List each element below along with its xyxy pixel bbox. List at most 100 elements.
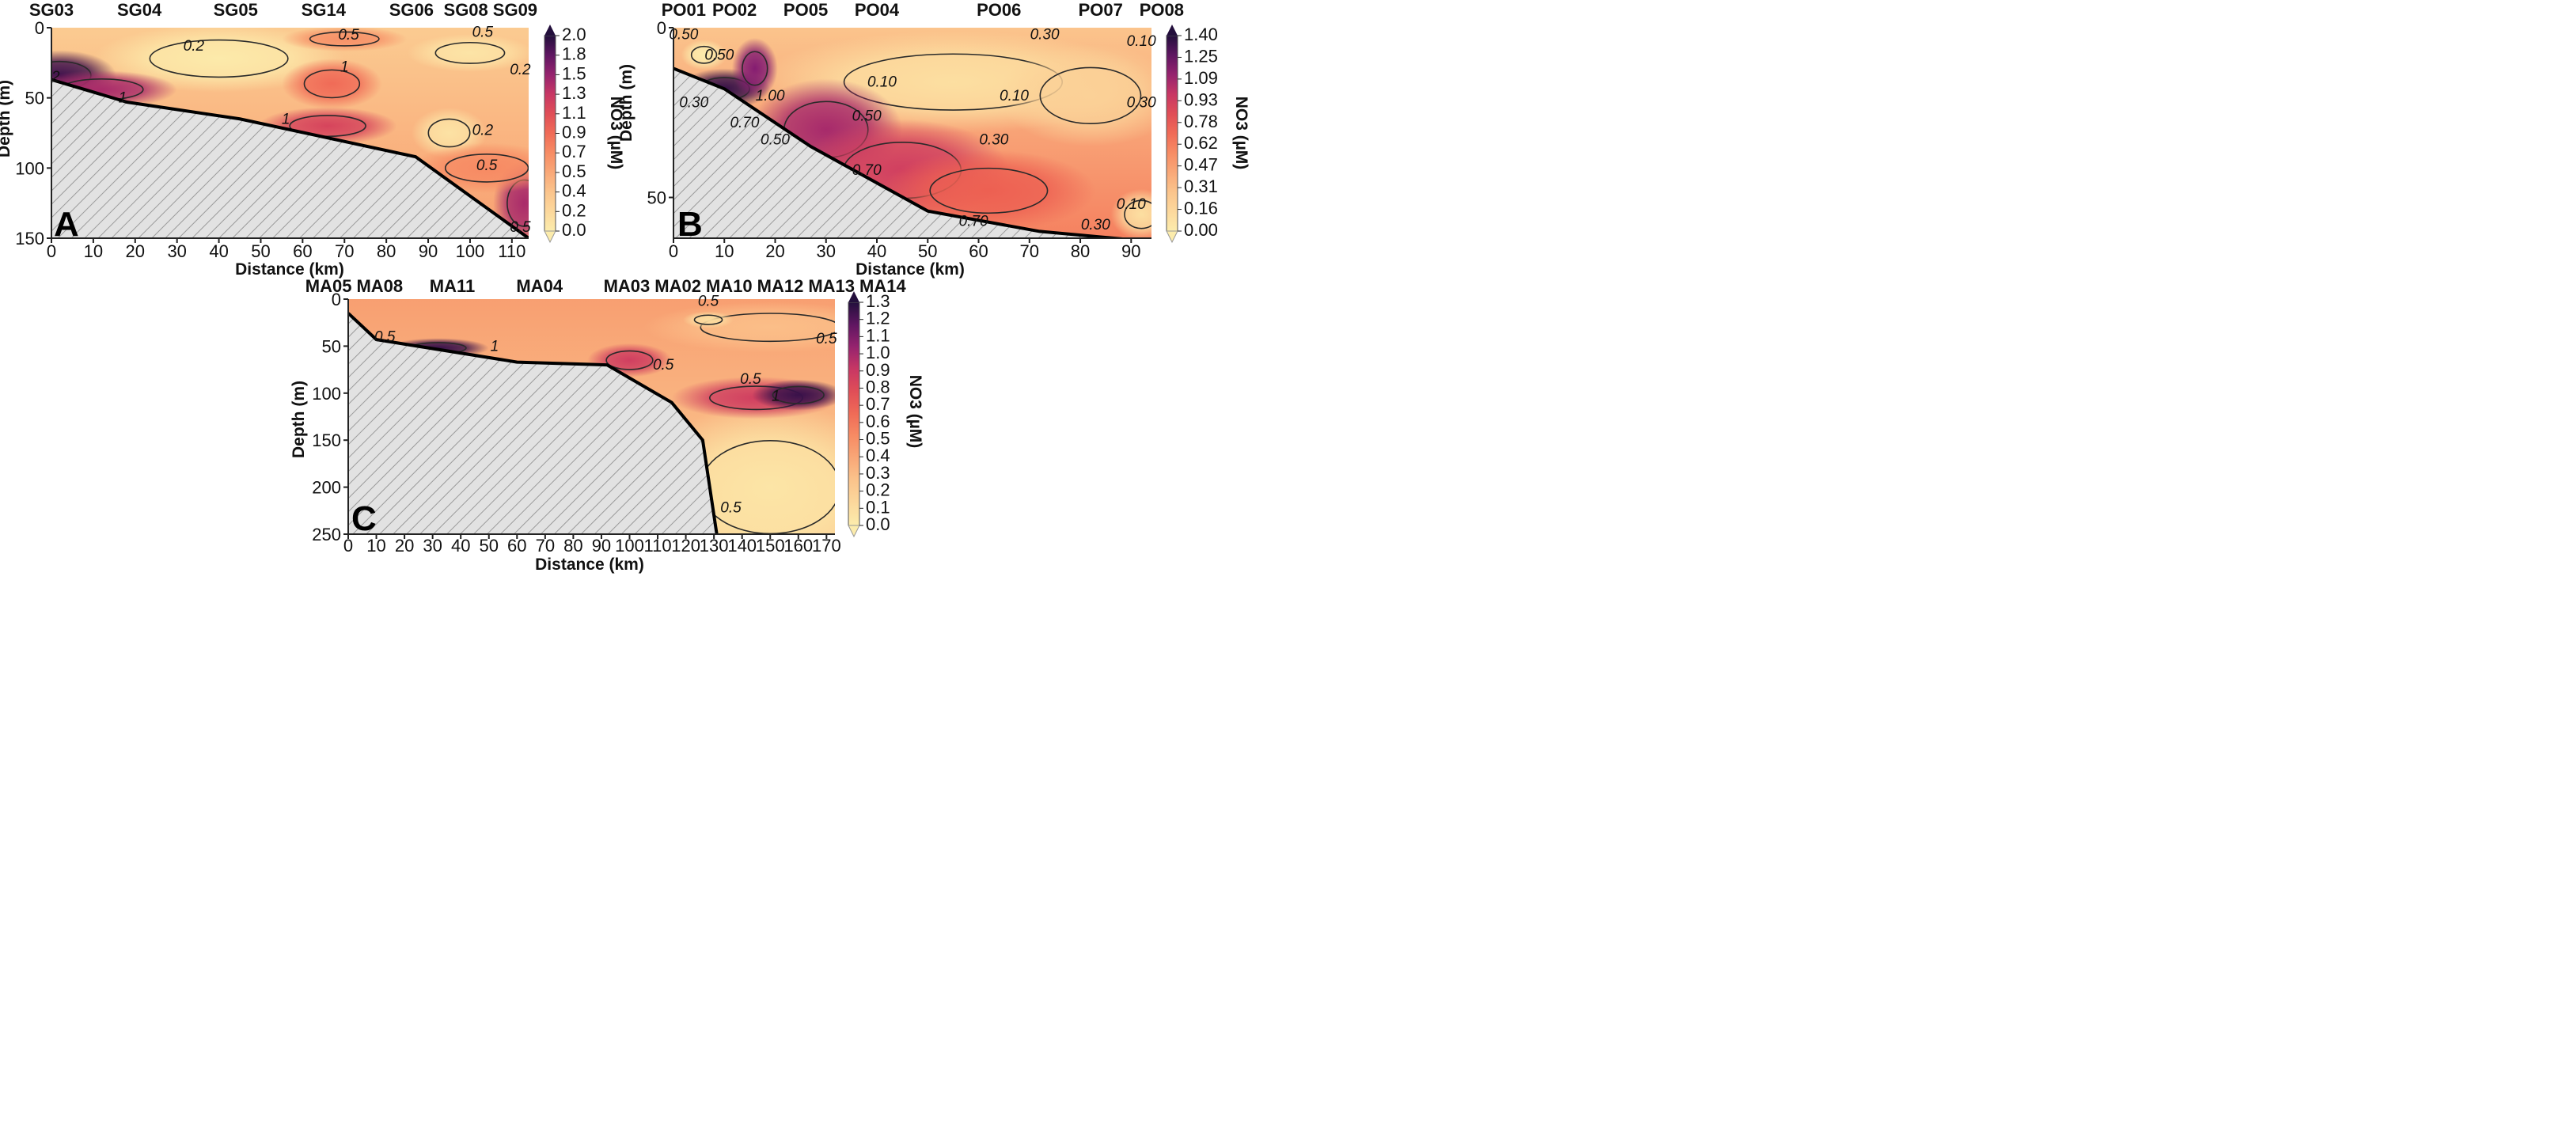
colorbar-tick-label: 1.1 xyxy=(562,103,586,123)
contour-label: 0.2 xyxy=(184,38,205,55)
contour-label: 0.50 xyxy=(704,47,734,63)
colorbar-tick-label: 1.2 xyxy=(866,309,890,328)
colorbar-label: NO3 (µM) xyxy=(1232,97,1250,170)
colorbar-tick-label: 0.1 xyxy=(866,497,890,517)
x-tick-label: 20 xyxy=(395,536,414,556)
contour-label: 0.5 xyxy=(816,331,837,347)
contour-label: 0.50 xyxy=(852,108,882,125)
colorbar-tick-label: 0.9 xyxy=(562,123,586,142)
x-tick-label: 90 xyxy=(419,241,438,261)
contour-label: 0.2 xyxy=(510,62,531,78)
colorbar-tick-label: 0.0 xyxy=(562,220,586,240)
x-tick-label: 30 xyxy=(167,241,186,261)
x-tick-label: 50 xyxy=(480,536,499,556)
panel-letter: C xyxy=(351,499,377,538)
x-tick-label: 100 xyxy=(456,241,485,261)
y-tick-label: 100 xyxy=(312,384,341,404)
contour-line xyxy=(1039,66,1142,125)
concentration-patch xyxy=(1110,188,1151,238)
y-tick-label: 200 xyxy=(312,478,341,498)
contour-line xyxy=(303,69,361,99)
y-tick-label: 50 xyxy=(647,188,666,208)
concentration-patch xyxy=(681,40,727,70)
panel-letter: A xyxy=(54,205,79,244)
colorbar-min-arrow xyxy=(1166,230,1178,244)
colorbar-tick-label: 0.16 xyxy=(1184,199,1218,218)
colorbar-label: NO3 (µM) xyxy=(607,97,625,170)
station-label: SG06 xyxy=(389,0,434,20)
x-axis-label: Distance (km) xyxy=(535,556,644,574)
contour-label: 0.5 xyxy=(720,500,742,517)
colorbar-label: NO3 (µM) xyxy=(906,375,924,449)
x-tick-label: 90 xyxy=(592,536,611,556)
concentration-patch xyxy=(281,28,408,52)
y-tick-label: 0 xyxy=(35,18,44,38)
contour-label: 0.30 xyxy=(1030,27,1060,44)
contour-label: 0.70 xyxy=(852,162,882,179)
bathymetry-line xyxy=(673,66,1132,238)
contour-label: 0.2 xyxy=(472,122,494,138)
contour-label: 1.00 xyxy=(756,88,785,104)
station-label: PO06 xyxy=(977,0,1021,20)
contour-label: 0.5 xyxy=(510,219,531,236)
colorbar-min-arrow xyxy=(848,525,860,538)
contour-label: 0.30 xyxy=(679,94,708,111)
station-label: MA14 xyxy=(859,276,906,296)
nitrate-field xyxy=(673,28,1151,238)
contour-label: 0.70 xyxy=(959,214,988,230)
contour-label: 0.5 xyxy=(374,329,396,346)
colorbar-tick-label: 1.09 xyxy=(1184,68,1218,88)
colorbar-tick-label: 0.8 xyxy=(866,377,890,396)
contour-line xyxy=(444,153,529,183)
nitrate-field xyxy=(51,28,529,238)
contour-label: 0.70 xyxy=(730,115,759,131)
x-tick-label: 110 xyxy=(644,536,672,556)
contour-line xyxy=(693,314,723,325)
station-label: PO07 xyxy=(1079,0,1123,20)
x-tick-label: 40 xyxy=(867,241,886,261)
x-tick-label: 70 xyxy=(1020,241,1039,261)
x-tick-label: 100 xyxy=(615,536,644,556)
x-tick-label: 60 xyxy=(293,241,312,261)
y-tick-label: 100 xyxy=(15,158,44,178)
contour-line xyxy=(149,39,289,78)
colorbar-tick-label: 0.78 xyxy=(1184,112,1218,131)
nitrate-field xyxy=(348,299,835,534)
station-label: PO05 xyxy=(783,0,828,20)
station-label: MA12 xyxy=(757,276,804,296)
colorbar-tick-label: 0.6 xyxy=(866,412,890,431)
x-tick-label: 20 xyxy=(126,241,145,261)
colorbar-tick-label: 1.1 xyxy=(866,325,890,345)
colorbar-tick-label: 1.8 xyxy=(562,44,586,64)
contour-label: 0.30 xyxy=(1127,94,1156,111)
x-tick-label: 40 xyxy=(451,536,470,556)
station-label: PO08 xyxy=(1140,0,1184,20)
colorbar xyxy=(1166,35,1178,232)
station-label: SG05 xyxy=(214,0,258,20)
colorbar-tick-label: 1.3 xyxy=(866,291,890,311)
contour-line xyxy=(605,350,654,370)
contour-line xyxy=(309,31,380,47)
station-label: PO01 xyxy=(662,0,706,20)
contour-label: 0.50 xyxy=(669,27,698,44)
x-tick-label: 0 xyxy=(669,241,678,261)
panel-b: 0.50 0.30 0.100.300.501.000.700.500.100.10… xyxy=(617,0,1250,279)
contour-label: 0.10 xyxy=(867,74,897,91)
y-axis-label: Depth (m) xyxy=(290,381,308,458)
contour-label: 0.5 xyxy=(338,27,359,44)
x-tick-label: 70 xyxy=(536,536,555,556)
x-tick-label: 80 xyxy=(1071,241,1090,261)
x-tick-label: 20 xyxy=(765,241,784,261)
contour-line xyxy=(1124,199,1151,229)
y-axis-label: Depth (m) xyxy=(0,80,13,157)
station-label: MA08 xyxy=(356,276,403,296)
y-tick-label: 50 xyxy=(322,336,341,356)
x-tick-label: 110 xyxy=(498,241,525,261)
colorbar-max-arrow xyxy=(1167,25,1178,36)
y-axis-label: Depth (m) xyxy=(617,64,635,142)
x-tick-label: 30 xyxy=(423,536,442,556)
colorbar-tick-label: 1.40 xyxy=(1184,25,1218,44)
colorbar-tick-label: 0.7 xyxy=(866,394,890,414)
